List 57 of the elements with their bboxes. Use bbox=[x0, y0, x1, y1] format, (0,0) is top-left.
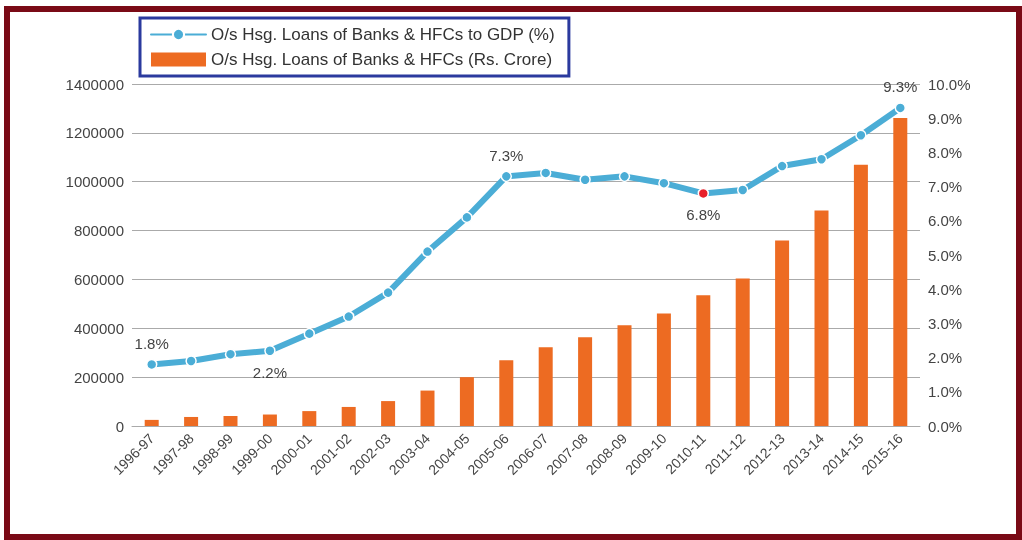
data-label: 6.8% bbox=[686, 206, 721, 224]
point bbox=[855, 129, 867, 142]
point bbox=[185, 355, 197, 367]
bar bbox=[144, 419, 159, 426]
y2-tick-label: 7.0% bbox=[928, 178, 963, 196]
bar bbox=[341, 406, 356, 426]
legend-label: O/s Hsg. Loans of Banks & HFCs (Rs. Crore) bbox=[211, 50, 553, 69]
point bbox=[342, 310, 355, 323]
bar bbox=[184, 416, 199, 426]
y2-tick-label: 2.0% bbox=[928, 349, 963, 367]
bar bbox=[223, 415, 238, 426]
data-label: 1.8% bbox=[134, 334, 169, 352]
bar bbox=[459, 377, 474, 426]
bar bbox=[656, 313, 671, 426]
bar bbox=[775, 240, 790, 426]
legend-label: O/s Hsg. Loans of Banks & HFCs to GDP (%) bbox=[211, 25, 555, 44]
y2-tick-label: 6.0% bbox=[928, 212, 963, 230]
y-tick-label: 200000 bbox=[73, 368, 124, 386]
data-label: 7.3% bbox=[489, 146, 524, 164]
bar bbox=[302, 411, 317, 426]
y2-tick-label: 0.0% bbox=[928, 417, 963, 435]
y2-tick-label: 8.0% bbox=[928, 143, 963, 161]
bar bbox=[262, 414, 277, 426]
y-tick-label: 1200000 bbox=[65, 124, 124, 142]
bar bbox=[538, 347, 553, 426]
point bbox=[461, 211, 473, 224]
y2-tick-label: 10.0% bbox=[928, 75, 971, 93]
bar bbox=[617, 325, 632, 426]
point bbox=[776, 160, 788, 172]
y2-tick-label: 9.0% bbox=[928, 109, 963, 127]
point bbox=[539, 167, 552, 179]
bar bbox=[696, 295, 711, 426]
point bbox=[736, 184, 749, 196]
y2-tick-label: 3.0% bbox=[928, 314, 963, 332]
y-tick-label: 1000000 bbox=[65, 173, 124, 191]
bar bbox=[814, 210, 829, 426]
bar bbox=[578, 337, 593, 426]
data-label: 2.2% bbox=[252, 363, 287, 381]
y-tick-label: 400000 bbox=[73, 319, 124, 337]
bar bbox=[735, 278, 750, 426]
bar bbox=[853, 164, 868, 426]
point bbox=[421, 245, 434, 258]
bar bbox=[420, 390, 435, 426]
point bbox=[815, 153, 828, 165]
y-tick-label: 600000 bbox=[73, 270, 124, 288]
bar bbox=[499, 360, 514, 426]
y2-tick-label: 1.0% bbox=[928, 383, 963, 401]
data-label: 9.3% bbox=[883, 78, 918, 96]
bar bbox=[381, 401, 396, 426]
point bbox=[303, 327, 316, 340]
bar bbox=[893, 117, 908, 426]
point bbox=[382, 286, 394, 299]
y2-tick-label: 5.0% bbox=[928, 246, 963, 264]
y-tick-label: 800000 bbox=[73, 222, 124, 240]
y-tick-label: 1400000 bbox=[65, 75, 124, 93]
y-tick-label: 0 bbox=[115, 417, 124, 435]
y2-tick-label: 4.0% bbox=[928, 280, 963, 298]
